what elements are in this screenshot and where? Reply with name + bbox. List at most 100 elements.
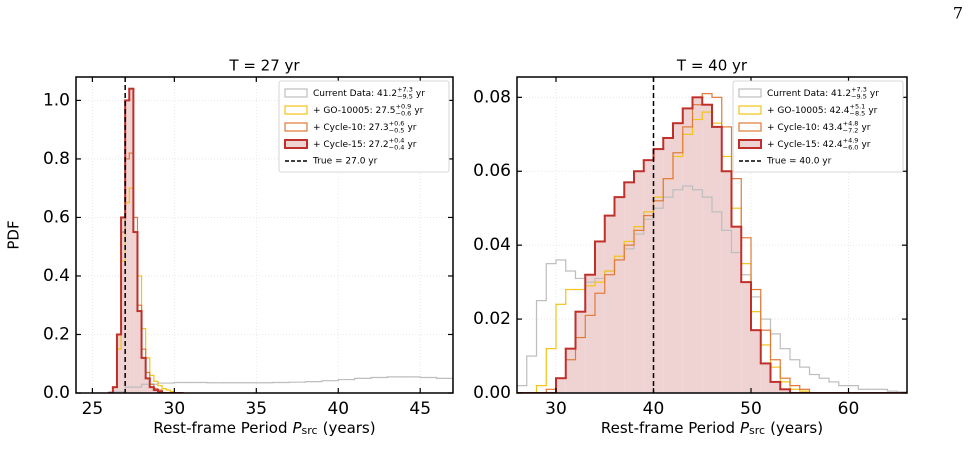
hist-fill xyxy=(614,197,625,393)
hist-fill xyxy=(145,378,150,393)
hist-fill xyxy=(149,387,154,393)
legend-sup: +7.3 xyxy=(851,86,867,94)
legend-unit: yr xyxy=(407,123,416,133)
legend-sup: +0.9 xyxy=(396,103,412,111)
hist-fill xyxy=(556,378,566,393)
legend-sup: +0.6 xyxy=(389,120,405,128)
y-tick-label: 0.4 xyxy=(43,266,70,286)
hist-fill xyxy=(702,104,712,393)
hist-fill xyxy=(112,387,117,393)
y-tick-label: 0.06 xyxy=(473,161,511,181)
hist-fill xyxy=(116,334,122,393)
x-label-sub: src xyxy=(749,424,765,437)
legend-box xyxy=(278,80,450,173)
legend-name: + Cycle-15: 27.2 xyxy=(313,140,389,150)
hist-fill xyxy=(634,171,644,393)
y-tick-label: 1.0 xyxy=(43,90,70,110)
legend-label: + GO-10005: 42.4+5.1 −8.5 yr xyxy=(767,103,878,118)
legend-box xyxy=(732,80,904,173)
hist-fill xyxy=(121,217,126,393)
x-tick-label: 30 xyxy=(545,399,567,419)
legend-sub: −0.4 xyxy=(389,144,405,152)
hist-fill xyxy=(133,232,138,393)
x-label-text: Rest-frame Period xyxy=(153,419,287,437)
legend-swatch xyxy=(738,88,762,98)
legend-label: + Cycle-15: 42.4+4.9 −6.0 yr xyxy=(767,137,871,152)
y-axis-label: PDF xyxy=(5,220,23,249)
hist-fill xyxy=(129,88,134,393)
legend-swatch xyxy=(284,139,308,149)
legend-sub: −7.2 xyxy=(843,127,859,135)
hist-fill xyxy=(712,126,722,393)
legend-label: True = 27.0 yr xyxy=(312,157,378,167)
legend-name: + Cycle-10: 27.3 xyxy=(313,123,389,133)
x-label-unit: (years) xyxy=(770,419,823,437)
x-tick-label: 40 xyxy=(643,399,665,419)
x-label-var: P xyxy=(740,419,750,437)
legend-label: True = 40.0 yr xyxy=(766,157,832,167)
hist-fill xyxy=(731,226,742,393)
hist-fill xyxy=(673,123,683,393)
plot-area xyxy=(517,93,907,393)
legend-sub: −0.6 xyxy=(396,110,412,118)
legend-name: + Cycle-10: 43.4 xyxy=(767,123,843,133)
legend-unit: yr xyxy=(416,89,425,99)
hist-fill xyxy=(721,171,732,393)
y-tick-label: 0.8 xyxy=(43,149,70,169)
x-tick-label: 25 xyxy=(82,399,104,419)
legend-swatch xyxy=(284,88,308,98)
panel-title: T = 27 yr xyxy=(228,57,300,75)
legend-sub: −8.5 xyxy=(850,110,866,118)
hist-fill xyxy=(653,149,664,393)
legend-label: Current Data: 41.2+7.3 −9.5 yr xyxy=(313,86,425,101)
legend-unit: yr xyxy=(861,140,870,150)
axes-frame xyxy=(516,76,908,394)
y-tick-label: 0.08 xyxy=(473,87,511,107)
y-tick-label: 0.04 xyxy=(473,235,511,255)
legend-unit: yr xyxy=(870,89,879,99)
x-tick-label: 45 xyxy=(409,399,431,419)
legend-sup: +5.1 xyxy=(850,103,866,111)
hist-fill xyxy=(141,357,146,393)
x-label-unit: (years) xyxy=(323,419,376,437)
legend-sub: −6.0 xyxy=(843,144,859,152)
legend-sub: −9.5 xyxy=(851,93,867,101)
hist-fill xyxy=(137,311,142,393)
x-label-sub: src xyxy=(302,424,318,437)
hist-fill xyxy=(780,389,790,393)
x-tick-label: 30 xyxy=(164,399,186,419)
hist-fill xyxy=(624,182,634,393)
legend-swatch xyxy=(284,105,308,115)
legend-label: + Cycle-10: 27.3+0.6 −0.5 yr xyxy=(313,120,417,135)
hist-fill xyxy=(565,348,576,393)
panel-title: T = 40 yr xyxy=(676,57,748,75)
y-tick-label: 0.0 xyxy=(43,383,70,403)
legend-name: Current Data: 41.2 xyxy=(767,89,851,99)
hist-fill xyxy=(153,390,158,393)
legend-label: + Cycle-15: 27.2+0.4 −0.4 yr xyxy=(313,137,417,152)
hist-fill xyxy=(595,241,605,393)
y-tick-label: 0.6 xyxy=(43,207,70,227)
x-tick-label: 35 xyxy=(245,399,267,419)
x-label-var: P xyxy=(293,419,303,437)
legend-name: + GO-10005: 42.4 xyxy=(767,106,850,116)
legend-sub: −9.5 xyxy=(397,93,413,101)
hist-fill xyxy=(770,381,781,393)
legend-unit: yr xyxy=(861,123,870,133)
x-tick-label: 60 xyxy=(838,399,860,419)
hist-fill xyxy=(663,137,673,393)
legend-swatch xyxy=(738,122,762,132)
hist-fill xyxy=(682,108,693,393)
legend-sup: +0.4 xyxy=(389,137,405,145)
legend-sup: +4.8 xyxy=(843,120,859,128)
hist-fill xyxy=(741,282,751,393)
legend-swatch xyxy=(738,139,762,149)
legend-name: + Cycle-15: 42.4 xyxy=(767,140,843,150)
legend-swatch xyxy=(284,122,308,132)
hist-fill xyxy=(643,160,654,393)
page-number: 7 xyxy=(953,4,963,23)
y-tick-label: 0.2 xyxy=(43,324,70,344)
x-tick-label: 50 xyxy=(740,399,762,419)
hist-fill xyxy=(751,330,761,393)
